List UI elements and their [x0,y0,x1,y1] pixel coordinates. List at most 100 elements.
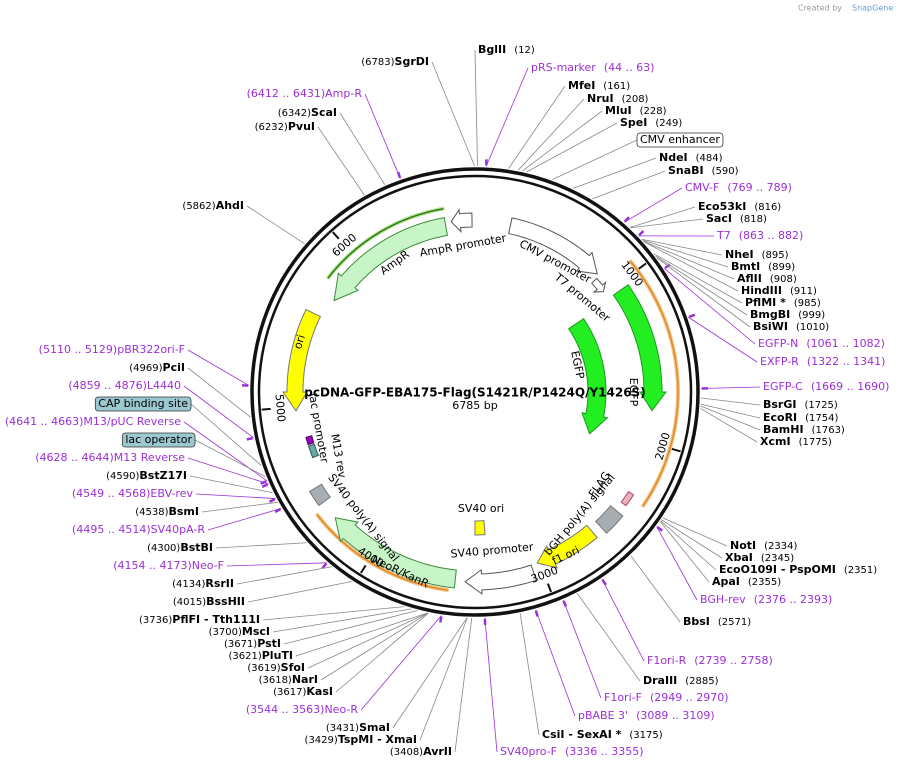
primer-label: pBABE 3' (3089 .. 3109) [578,709,715,722]
leader-line [454,617,473,753]
site-position: (3621) [228,651,261,662]
site-name: AhdI [216,199,244,212]
highlight [629,260,679,507]
feature-arrow [568,318,609,435]
leader-line [187,457,269,485]
boxed-feature: lac operator [121,432,196,448]
enzyme-label: EcoO109I - PspOMI (2351) [719,563,877,576]
site-name: EXFP-R [760,355,799,368]
site-position: (4015) [173,597,206,608]
site-name: M13 Reverse [114,451,185,464]
site-position: (6412 .. 6431) [247,87,326,100]
feature-label: SV40 ori [458,502,504,515]
leader-line [700,386,761,389]
tick-label: 6000 [330,231,360,259]
site-name: SgrDI [395,55,429,68]
enzyme-label: (3736)PflFI - Tth111I [139,613,260,626]
site-position: (985) [794,298,821,309]
site-position: (908) [770,274,797,285]
enzyme-label: (5862)AhdI [182,199,244,212]
feature-arrow [464,564,537,595]
enzyme-label: AflII (908) [737,272,797,285]
feature-arrow [591,277,607,293]
site-position: (1669 .. 1690) [811,380,890,393]
feature-label: lac promoter [306,392,331,464]
primer-label: (4859 .. 4876)L4440 [68,379,181,392]
leader-line [295,612,428,657]
tick-mark [332,231,340,240]
site-name: MscI [242,625,270,638]
feature-arrow [620,491,635,507]
leader-line [320,612,429,681]
site-name: EGFP-C [763,380,803,393]
tick-mark [261,407,271,411]
site-position: (4300) [147,543,180,554]
primer-label: EGFP-C (1669 .. 1690) [763,380,889,393]
leader-line [189,475,273,494]
leader-line [484,617,498,753]
site-name: NotI [730,539,756,552]
primer-label: T7 (863 .. 882) [716,229,803,242]
highlight [316,514,448,591]
site-name: PflMI * [745,296,786,309]
enzyme-label: NdeI (484) [659,151,723,164]
leader-line [700,397,761,406]
enzyme-label: EcoRI (1754) [763,411,839,424]
boxed-feature: CAP binding site [94,396,192,412]
site-name: BsrGI [763,398,796,411]
site-position: (4154 .. 4173) [113,559,192,572]
enzyme-label: (3429)TspMI - XmaI [305,733,417,746]
enzyme-label: (4590)BstZ17I [106,469,187,482]
site-position: (3618) [259,675,292,686]
site-position: (161) [603,81,630,92]
site-name: NruI [587,92,614,105]
site-name: TspMI - XmaI [338,733,417,746]
leader-line [661,519,723,559]
site-name: BsiWI [753,320,788,333]
leader-line [700,403,761,419]
leader-line [656,526,698,601]
site-name: Eco53kI [698,200,746,213]
site-position: (4495 .. 4514) [72,523,151,536]
map-size: 6785 bp [452,399,497,412]
decorations [242,159,708,625]
enzyme-label: (4015)BssHII [173,595,245,608]
leader-line [688,316,758,363]
feature-arrow [508,217,598,275]
leader-line [431,61,475,167]
primer-label: EXFP-R (1322 .. 1341) [760,355,885,368]
leader-line [283,610,418,645]
leader-line [207,508,282,531]
feature-arrow [334,517,457,589]
site-name: PciI [163,361,185,374]
enzyme-label: NruI (208) [587,92,649,105]
leader-line [262,606,405,621]
enzyme-label: NotI (2334) [730,539,797,552]
primer-tick [439,616,443,623]
site-position: (1010) [796,322,829,333]
enzyme-label: (6342)ScaI [278,106,337,119]
highlight [327,208,444,279]
primer-label: pRS-marker (44 .. 63) [531,61,654,74]
site-position: (4538) [135,507,168,518]
primer-tick [321,562,328,569]
enzyme-label: (3617)KasI [273,685,333,698]
site-position: (2334) [764,541,797,552]
site-name: pBABE 3' [578,709,628,722]
primer-tick [268,497,276,503]
site-name: BssHII [206,595,245,608]
leader-line [335,612,429,693]
primer-label: (4154 .. 4173)Neo-F [113,559,224,572]
leader-line [572,157,657,189]
leader-line [660,520,717,571]
site-name: L4440 [147,379,181,392]
feature-box [121,432,196,448]
site-position: (1763) [812,425,845,436]
boxed-feature-label: CAP binding site [98,397,188,410]
leader-line [190,403,262,466]
feature-label: ori [291,333,308,351]
site-position: (590) [712,166,739,177]
enzyme-label: (6783)SgrDI [361,55,429,68]
